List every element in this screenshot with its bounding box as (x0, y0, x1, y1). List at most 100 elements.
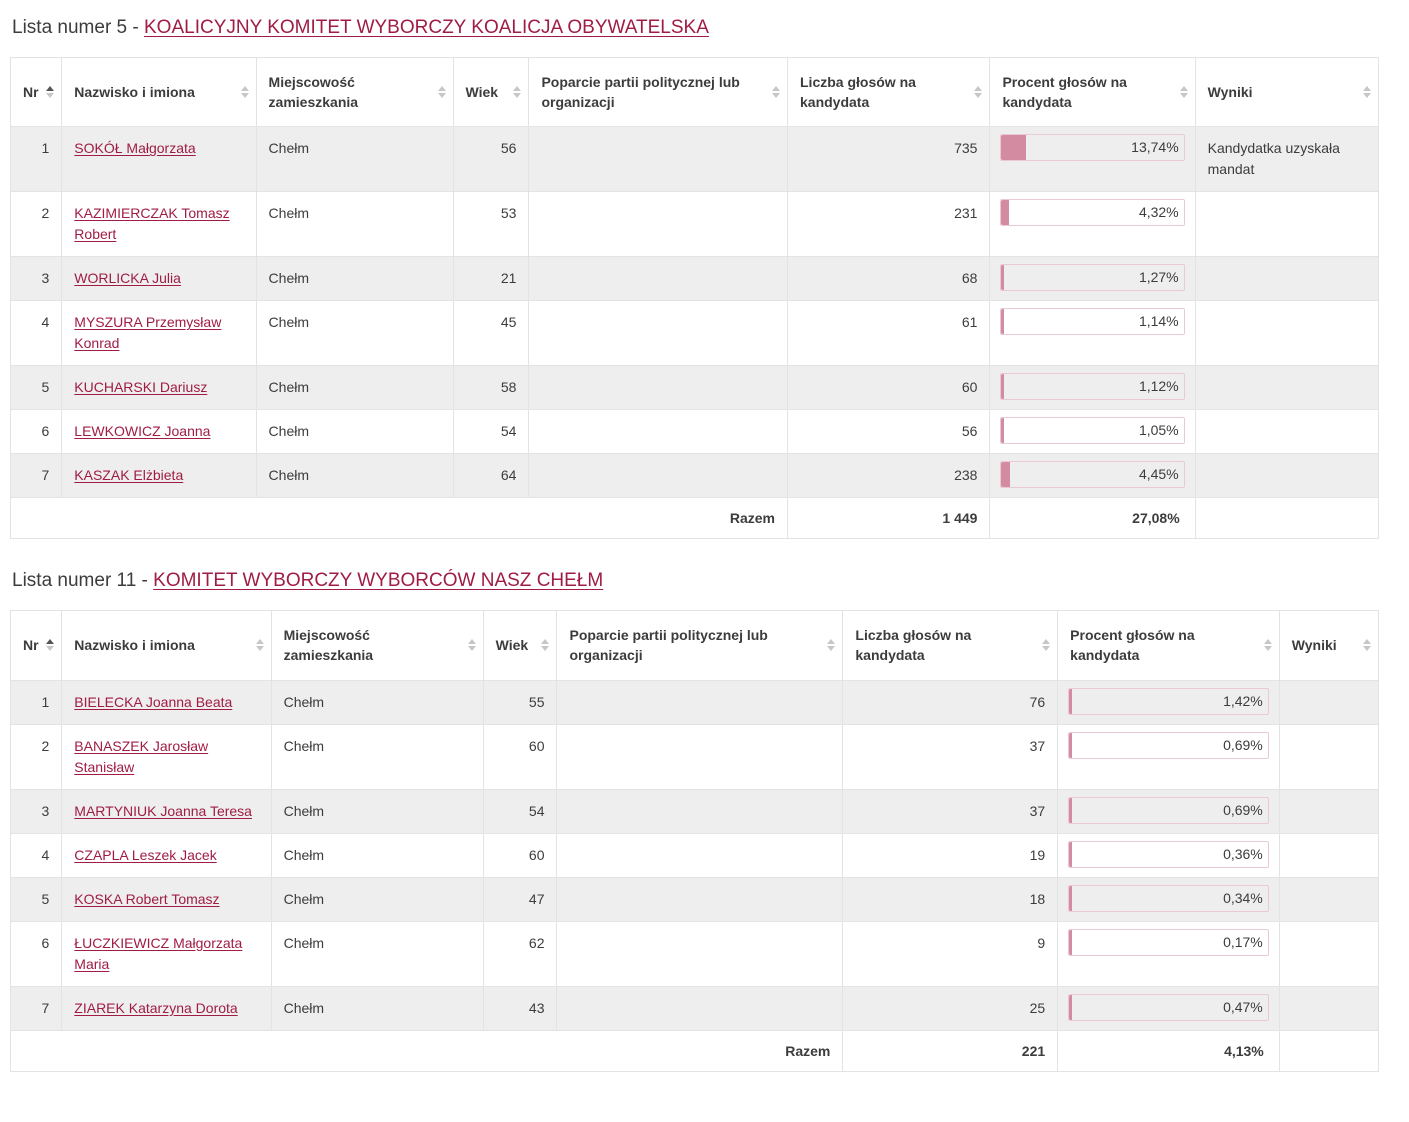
candidate-city: Chełm (270, 832, 484, 878)
candidate-percent: 0,17% (1223, 933, 1263, 950)
sort-desc-icon (1179, 92, 1188, 98)
candidate-votes: 18 (842, 876, 1059, 922)
candidate-city: Chełm (255, 300, 454, 367)
candidate-percent: 13,74% (1131, 139, 1179, 156)
candidate-votes: 37 (842, 788, 1059, 834)
percent-bar-fill (1069, 929, 1073, 955)
candidate-age: 54 (482, 788, 558, 834)
candidate-link[interactable]: CZAPLA Leszek Jacek (74, 846, 217, 863)
sort-desc-icon (541, 646, 550, 652)
candidate-city: Chełm (255, 256, 454, 302)
sort-icon[interactable] (437, 85, 446, 98)
list-title: Lista numer 11 - KOMITET WYBORCZY WYBORC… (12, 569, 1379, 594)
percent-bar-fill (1001, 265, 1005, 291)
candidate-votes: 76 (842, 679, 1059, 725)
column-header[interactable]: Nr (9, 609, 63, 681)
candidate-votes: 19 (842, 832, 1059, 878)
candidate-link[interactable]: MYSZURA Przemysław Konrad (74, 314, 222, 352)
sort-icon[interactable] (1263, 639, 1272, 652)
candidate-link[interactable]: WORLICKA Julia (74, 270, 181, 287)
total-label: Razem (10, 497, 788, 540)
candidate-votes: 231 (786, 191, 991, 258)
candidate-result (1194, 365, 1380, 411)
sort-icon[interactable] (46, 85, 55, 98)
column-header-label: Procent głosów na kandydata (1002, 73, 1127, 110)
candidate-nr: 3 (9, 256, 63, 302)
column-header[interactable]: Wyniki (1194, 56, 1380, 128)
candidate-city: Chełm (255, 453, 454, 499)
candidate-link[interactable]: ZIAREK Katarzyna Dorota (74, 999, 238, 1016)
sort-icon[interactable] (513, 85, 522, 98)
candidate-link[interactable]: KOSKA Robert Tomasz (74, 890, 220, 907)
candidate-link[interactable]: KUCHARSKI Dariusz (74, 379, 208, 396)
candidate-link[interactable]: BIELECKA Joanna Beata (74, 693, 233, 710)
candidate-votes: 735 (786, 126, 991, 193)
results-table: Nr Nazwisko i imiona Miejscowość zamiesz… (9, 56, 1380, 540)
candidate-age: 64 (452, 453, 530, 499)
candidate-link[interactable]: KASZAK Elżbieta (74, 467, 184, 484)
column-header[interactable]: Nazwisko i imiona (61, 609, 272, 681)
sort-icon[interactable] (467, 639, 476, 652)
sort-icon[interactable] (240, 85, 249, 98)
column-header[interactable]: Poparcie partii politycznej lub organiza… (528, 56, 788, 128)
sort-asc-icon (1042, 639, 1051, 645)
candidate-link[interactable]: ŁUCZKIEWICZ Małgorzata Maria (74, 934, 243, 972)
column-header[interactable]: Wyniki (1278, 609, 1380, 681)
total-votes: 1 449 (786, 497, 991, 540)
candidate-link[interactable]: LEWKOWICZ Joanna (74, 423, 211, 440)
percent-bar-fill (1069, 885, 1073, 911)
column-header[interactable]: Wiek (452, 56, 530, 128)
sort-asc-icon (827, 639, 836, 645)
committee-link[interactable]: KOMITET WYBORCZY WYBORCÓW NASZ CHEŁM (153, 570, 604, 592)
column-header[interactable]: Nazwisko i imiona (61, 56, 257, 128)
table-header-row: Nr Nazwisko i imiona Miejscowość zamiesz… (9, 56, 1380, 128)
column-header[interactable]: Miejscowość zamieszkania (255, 56, 454, 128)
candidate-city: Chełm (255, 191, 454, 258)
column-header[interactable]: Nr (9, 56, 63, 128)
sort-icon[interactable] (46, 639, 55, 652)
candidate-link[interactable]: BANASZEK Jarosław Stanisław (74, 737, 209, 775)
candidate-link[interactable]: MARTYNIUK Joanna Teresa (74, 802, 252, 819)
sort-icon[interactable] (772, 85, 780, 98)
column-header[interactable]: Poparcie partii politycznej lub organiza… (556, 609, 844, 681)
candidate-votes: 61 (786, 300, 991, 367)
candidate-age: 60 (482, 723, 558, 790)
sort-desc-icon (1363, 92, 1371, 98)
column-header[interactable]: Miejscowość zamieszkania (270, 609, 484, 681)
sort-asc-icon (46, 639, 55, 645)
column-header[interactable]: Procent głosów na kandydata (989, 56, 1196, 128)
column-header[interactable]: Wiek (482, 609, 558, 681)
candidate-row: 2 BANASZEK Jarosław Stanisław Chełm 60 3… (9, 723, 1380, 790)
candidate-nr: 1 (9, 679, 63, 725)
column-header[interactable]: Procent głosów na kandydata (1057, 609, 1280, 681)
candidate-result (1278, 679, 1380, 725)
committee-link[interactable]: KOALICYJNY KOMITET WYBORCZY KOALICJA OBY… (144, 17, 709, 38)
percent-bar-fill (1069, 732, 1073, 758)
sort-icon[interactable] (974, 85, 983, 98)
sort-icon[interactable] (541, 639, 550, 652)
column-header[interactable]: Liczba głosów na kandydata (786, 56, 991, 128)
sort-icon[interactable] (827, 639, 836, 652)
sort-desc-icon (467, 646, 476, 652)
percent-bar-fill (1069, 797, 1073, 823)
column-header-label: Nazwisko i imiona (74, 637, 195, 654)
sort-icon[interactable] (1363, 639, 1371, 652)
results-table: Nr Nazwisko i imiona Miejscowość zamiesz… (9, 609, 1380, 1072)
sort-asc-icon (1363, 85, 1371, 91)
total-label: Razem (9, 1029, 844, 1072)
candidate-link[interactable]: SOKÓŁ Małgorzata (74, 140, 196, 157)
candidate-city: Chełm (270, 679, 484, 725)
sort-icon[interactable] (1179, 85, 1188, 98)
candidate-votes: 9 (842, 920, 1059, 987)
candidate-age: 58 (452, 365, 530, 411)
candidate-link[interactable]: KAZIMIERCZAK Tomasz Robert (74, 205, 230, 243)
candidate-nr: 5 (9, 876, 63, 922)
sort-icon[interactable] (1363, 85, 1371, 98)
sort-desc-icon (46, 646, 55, 652)
column-header-label: Procent głosów na kandydata (1070, 626, 1195, 664)
column-header[interactable]: Liczba głosów na kandydata (842, 609, 1059, 681)
sort-icon[interactable] (1042, 639, 1051, 652)
sort-icon[interactable] (255, 639, 264, 652)
candidate-votes: 56 (786, 409, 991, 455)
